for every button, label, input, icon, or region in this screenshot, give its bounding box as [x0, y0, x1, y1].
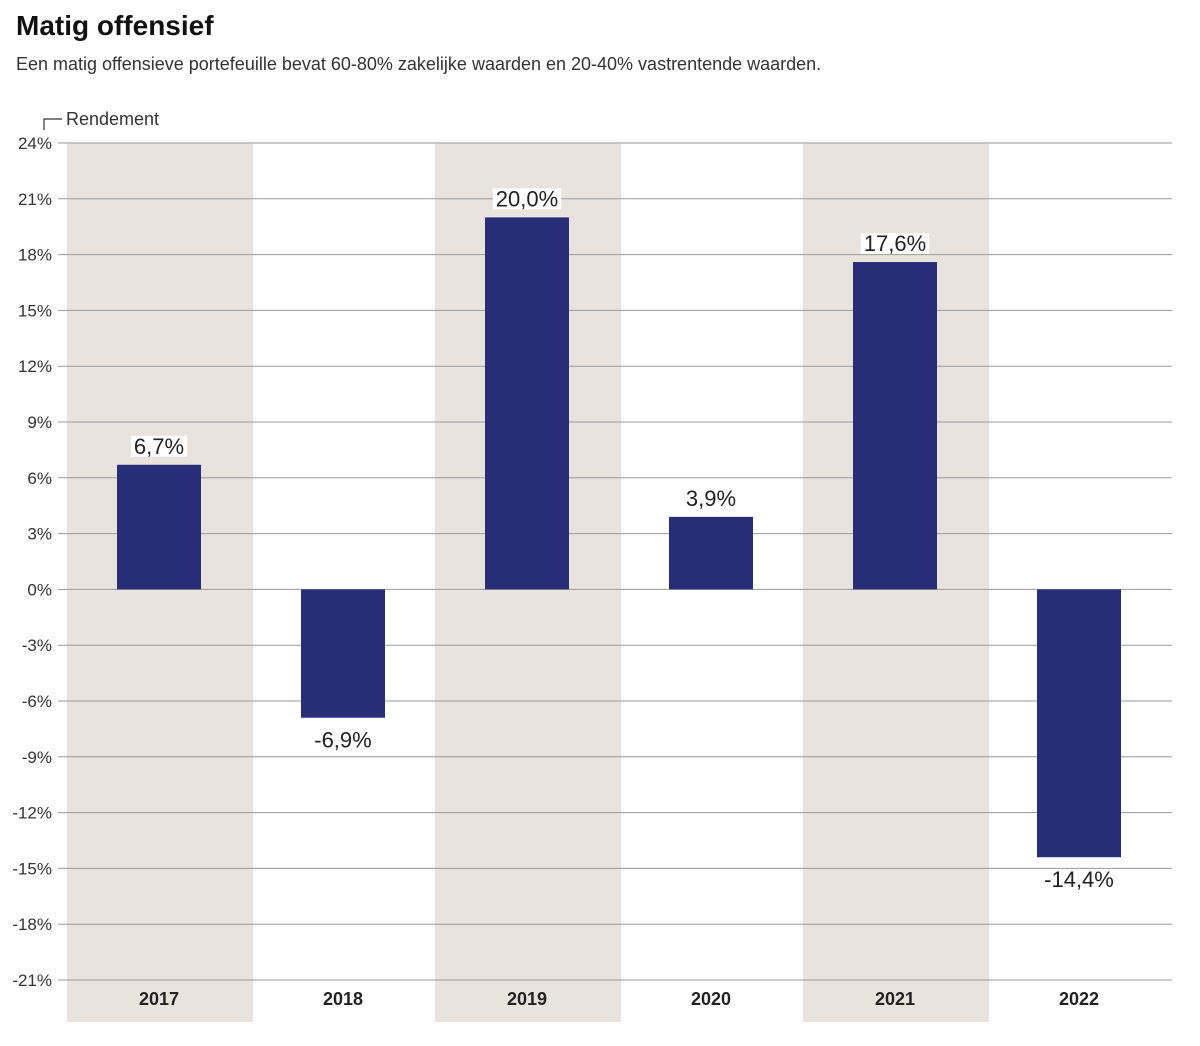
- bar-2019: [485, 217, 569, 590]
- y-tick-label: -18%: [12, 915, 52, 934]
- y-tick-label: 6%: [27, 469, 52, 488]
- y-axis-label: Rendement: [66, 109, 159, 129]
- grid-lines: [58, 142, 1172, 981]
- y-tick-label: -12%: [12, 804, 52, 823]
- data-label-background: [130, 435, 188, 457]
- y-tick-label: -6%: [22, 692, 52, 711]
- x-tick-label-2021: 2021: [875, 989, 915, 1009]
- y-tick-label: 21%: [18, 190, 52, 209]
- data-label-2018: -6,9%: [314, 728, 371, 753]
- shaded-bands: [67, 143, 989, 1022]
- y-tick-label: 0%: [27, 580, 52, 599]
- y-tick-label: 18%: [18, 246, 52, 265]
- x-tick-label-2017: 2017: [139, 989, 179, 1009]
- data-label-2017: 6,7%: [134, 434, 184, 459]
- data-label-background: [311, 729, 375, 751]
- bar-2020: [669, 516, 753, 590]
- y-axis-label-group: Rendement: [43, 109, 159, 130]
- data-label-background: [492, 188, 562, 210]
- data-label-2019: 20,0%: [496, 186, 558, 211]
- x-tick-label-2018: 2018: [323, 989, 363, 1009]
- bar-2017: [117, 464, 201, 590]
- bars: [117, 217, 1121, 858]
- x-tick-label-2022: 2022: [1059, 989, 1099, 1009]
- x-tick-label-2019: 2019: [507, 989, 547, 1009]
- bar-2018: [301, 589, 385, 718]
- y-tick-label: 15%: [18, 301, 52, 320]
- y-tick-label: 3%: [27, 525, 52, 544]
- y-axis-ticks: 24% 21% 18% 15% 12% 9% 6% 3% 0% -3% -6% -9% -12% -15%…: [12, 134, 52, 990]
- y-tick-label: 24%: [18, 134, 52, 153]
- data-label-background: [860, 233, 930, 255]
- data-label-background: [1041, 869, 1117, 891]
- bar-2022: [1037, 589, 1121, 858]
- data-labels: 6,7% -6,9% 20,0% 3,9% 17,6% -14,4%: [130, 186, 1117, 892]
- data-label-2022: -14,4%: [1044, 867, 1114, 892]
- data-label-2021: 17,6%: [864, 231, 926, 256]
- chart-subtitle: Een matig offensieve portefeuille bevat …: [16, 54, 822, 74]
- y-tick-label: -15%: [12, 859, 52, 878]
- y-axis-label-bracket: [43, 118, 62, 130]
- y-tick-label: -21%: [12, 971, 52, 990]
- x-tick-label-2020: 2020: [691, 989, 731, 1009]
- y-tick-label: 9%: [27, 413, 52, 432]
- y-tick-label: -3%: [22, 636, 52, 655]
- y-tick-label: 12%: [18, 357, 52, 376]
- data-label-2020: 3,9%: [686, 486, 736, 511]
- chart-title: Matig offensief: [16, 10, 214, 41]
- bar-2021: [853, 262, 937, 590]
- category-labels: 2017 2018 2019 2020 2021 2022: [139, 989, 1099, 1009]
- data-label-background: [682, 487, 740, 509]
- y-tick-label: -9%: [22, 748, 52, 767]
